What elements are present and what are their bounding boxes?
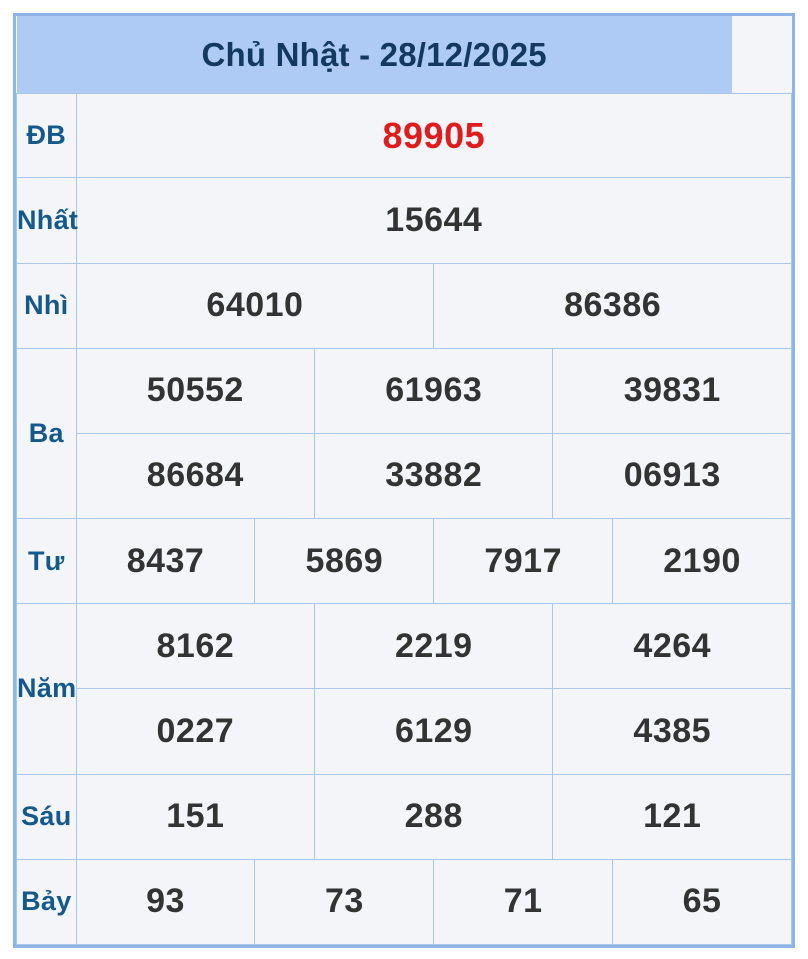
prize-label-6: Sáu bbox=[16, 773, 77, 860]
prize-number: 89905 bbox=[75, 93, 793, 179]
table-row: 86684 33882 06913 bbox=[17, 432, 792, 520]
prize-label-2: Nhì bbox=[16, 262, 77, 349]
prize-number: 06913 bbox=[552, 432, 792, 520]
prize-number: 2190 bbox=[612, 518, 792, 605]
prize-number: 73 bbox=[254, 858, 435, 946]
prize-label-4: Tư bbox=[16, 518, 77, 605]
prize-number: 33882 bbox=[314, 432, 554, 520]
table-row: Nhất 15644 bbox=[16, 177, 793, 264]
table-row: Sáu 151 288 121 bbox=[16, 773, 792, 860]
prize-number: 65 bbox=[612, 858, 792, 946]
prize-number: 7917 bbox=[433, 518, 614, 605]
prize-number: 64010 bbox=[75, 262, 435, 349]
lottery-result-panel: Chủ Nhật - 28/12/2025 ĐB 89905 Nhất 15644 Nh… bbox=[13, 13, 795, 948]
prize-number: 0227 bbox=[75, 688, 316, 775]
prize-number: 4385 bbox=[552, 688, 792, 775]
prize-number: 4264 bbox=[552, 603, 792, 690]
prize-number: 5869 bbox=[254, 518, 435, 605]
prize-number: 50552 bbox=[75, 347, 316, 434]
prize-number: 39831 bbox=[552, 347, 792, 434]
prize-number: 86684 bbox=[75, 432, 316, 520]
prize-number: 8162 bbox=[75, 603, 316, 690]
prize-number: 151 bbox=[75, 773, 316, 860]
prize-number: 6129 bbox=[314, 688, 554, 775]
table-body: Chủ Nhật - 28/12/2025 ĐB 89905 Nhất 15644 Nh… bbox=[16, 16, 793, 946]
result-date-title: Chủ Nhật - 28/12/2025 bbox=[16, 16, 732, 95]
table-row: Bảy 93 73 71 65 bbox=[16, 858, 792, 946]
prize-number: 288 bbox=[314, 773, 554, 860]
table-row: ĐB 89905 bbox=[16, 93, 793, 179]
prize-number: 15644 bbox=[75, 177, 793, 264]
table-row: Năm 8162 2219 4264 bbox=[16, 603, 792, 775]
table-header-row: Chủ Nhật - 28/12/2025 bbox=[16, 16, 792, 95]
prize-number: 71 bbox=[433, 858, 614, 946]
prize-label-3: Ba bbox=[16, 347, 77, 520]
prize-label-1: Nhất bbox=[16, 177, 78, 264]
prize-number: 8437 bbox=[75, 518, 256, 605]
table-row: Ba 50552 61963 39831 bbox=[16, 347, 792, 520]
prize-number: 121 bbox=[552, 773, 792, 860]
prize-label-7: Bảy bbox=[16, 858, 77, 946]
table-row: 0227 6129 4385 bbox=[17, 688, 792, 775]
lottery-result-table: Chủ Nhật - 28/12/2025 ĐB 89905 Nhất 15644 Nh… bbox=[16, 16, 793, 946]
table-row: Tư 8437 5869 7917 2190 bbox=[16, 518, 792, 605]
prize-number: 61963 bbox=[314, 347, 554, 434]
prize-label-5: Năm bbox=[16, 603, 77, 775]
table-row: Nhì 64010 86386 bbox=[16, 262, 792, 349]
prize-number: 93 bbox=[75, 858, 256, 946]
prize-number: 2219 bbox=[314, 603, 554, 690]
prize-label-0: ĐB bbox=[16, 93, 77, 179]
prize-number: 86386 bbox=[433, 262, 792, 349]
